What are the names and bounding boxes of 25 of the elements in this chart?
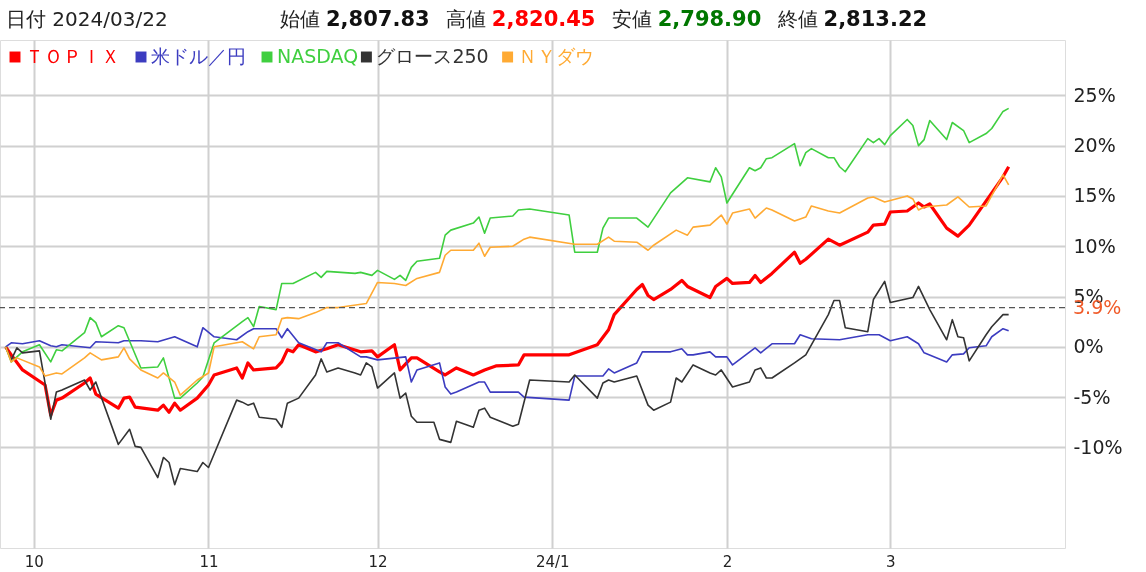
legend-label: NASDAQ xyxy=(277,45,359,67)
text: 安値 2,798.90 xyxy=(611,7,762,31)
legend-label: グロース250 xyxy=(376,45,489,67)
text: 始値 2,807.83 xyxy=(280,7,430,31)
text: 高値 2,820.45 xyxy=(445,7,596,31)
x-tick-label: 3 xyxy=(886,552,896,571)
chart-title: 日付 2024/03/22 xyxy=(6,7,168,31)
legend-label: ＴＯＰＩＸ xyxy=(25,45,120,67)
x-tick-label: 12 xyxy=(368,552,388,571)
x-tick-label: 2 xyxy=(722,552,733,571)
line-series xyxy=(4,326,1010,401)
y-tick-label: 20% xyxy=(1073,134,1116,157)
legend-label: ＮＹダウ xyxy=(517,45,594,67)
y-tick-label: -10% xyxy=(1073,435,1123,458)
x-tick-label: 10 xyxy=(24,552,44,571)
y-tick-label: 0% xyxy=(1073,335,1104,358)
x-tick-label: 11 xyxy=(199,552,219,571)
y-tick-label: 10% xyxy=(1073,234,1116,257)
line-series xyxy=(4,280,1010,486)
y-tick-label: -5% xyxy=(1073,385,1111,408)
text: 終値 2,813.22 xyxy=(776,7,928,31)
legend-label: 米ドル／円 xyxy=(151,45,246,67)
y-tick-label: 25% xyxy=(1073,83,1116,106)
y-tick-label: 15% xyxy=(1073,184,1116,207)
x-tick-label: 24/1 xyxy=(535,552,570,571)
